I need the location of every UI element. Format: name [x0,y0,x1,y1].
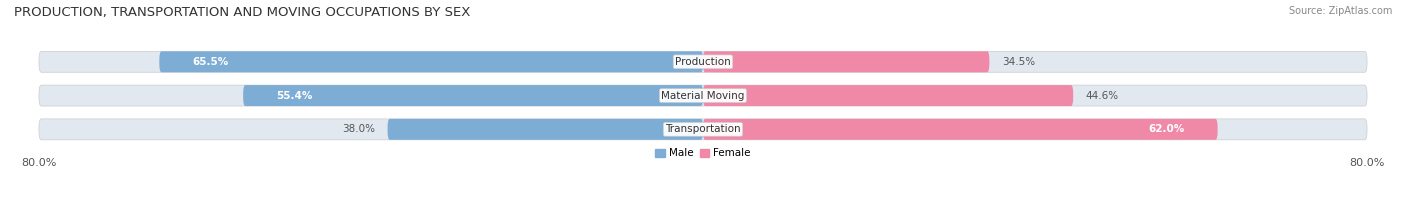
Text: 62.0%: 62.0% [1149,124,1184,134]
Text: 55.4%: 55.4% [277,91,312,101]
Legend: Male, Female: Male, Female [651,144,755,163]
Text: 38.0%: 38.0% [342,124,375,134]
FancyBboxPatch shape [703,85,1073,106]
FancyBboxPatch shape [39,51,1367,72]
Text: Transportation: Transportation [665,124,741,134]
Text: Source: ZipAtlas.com: Source: ZipAtlas.com [1288,6,1392,16]
Text: Material Moving: Material Moving [661,91,745,101]
FancyBboxPatch shape [159,51,703,72]
Text: PRODUCTION, TRANSPORTATION AND MOVING OCCUPATIONS BY SEX: PRODUCTION, TRANSPORTATION AND MOVING OC… [14,6,471,19]
FancyBboxPatch shape [39,119,1367,140]
FancyBboxPatch shape [703,51,990,72]
FancyBboxPatch shape [243,85,703,106]
FancyBboxPatch shape [703,119,1218,140]
Text: Production: Production [675,57,731,67]
Text: 65.5%: 65.5% [193,57,229,67]
FancyBboxPatch shape [388,119,703,140]
FancyBboxPatch shape [39,85,1367,106]
Text: 44.6%: 44.6% [1085,91,1119,101]
Text: 34.5%: 34.5% [1002,57,1035,67]
